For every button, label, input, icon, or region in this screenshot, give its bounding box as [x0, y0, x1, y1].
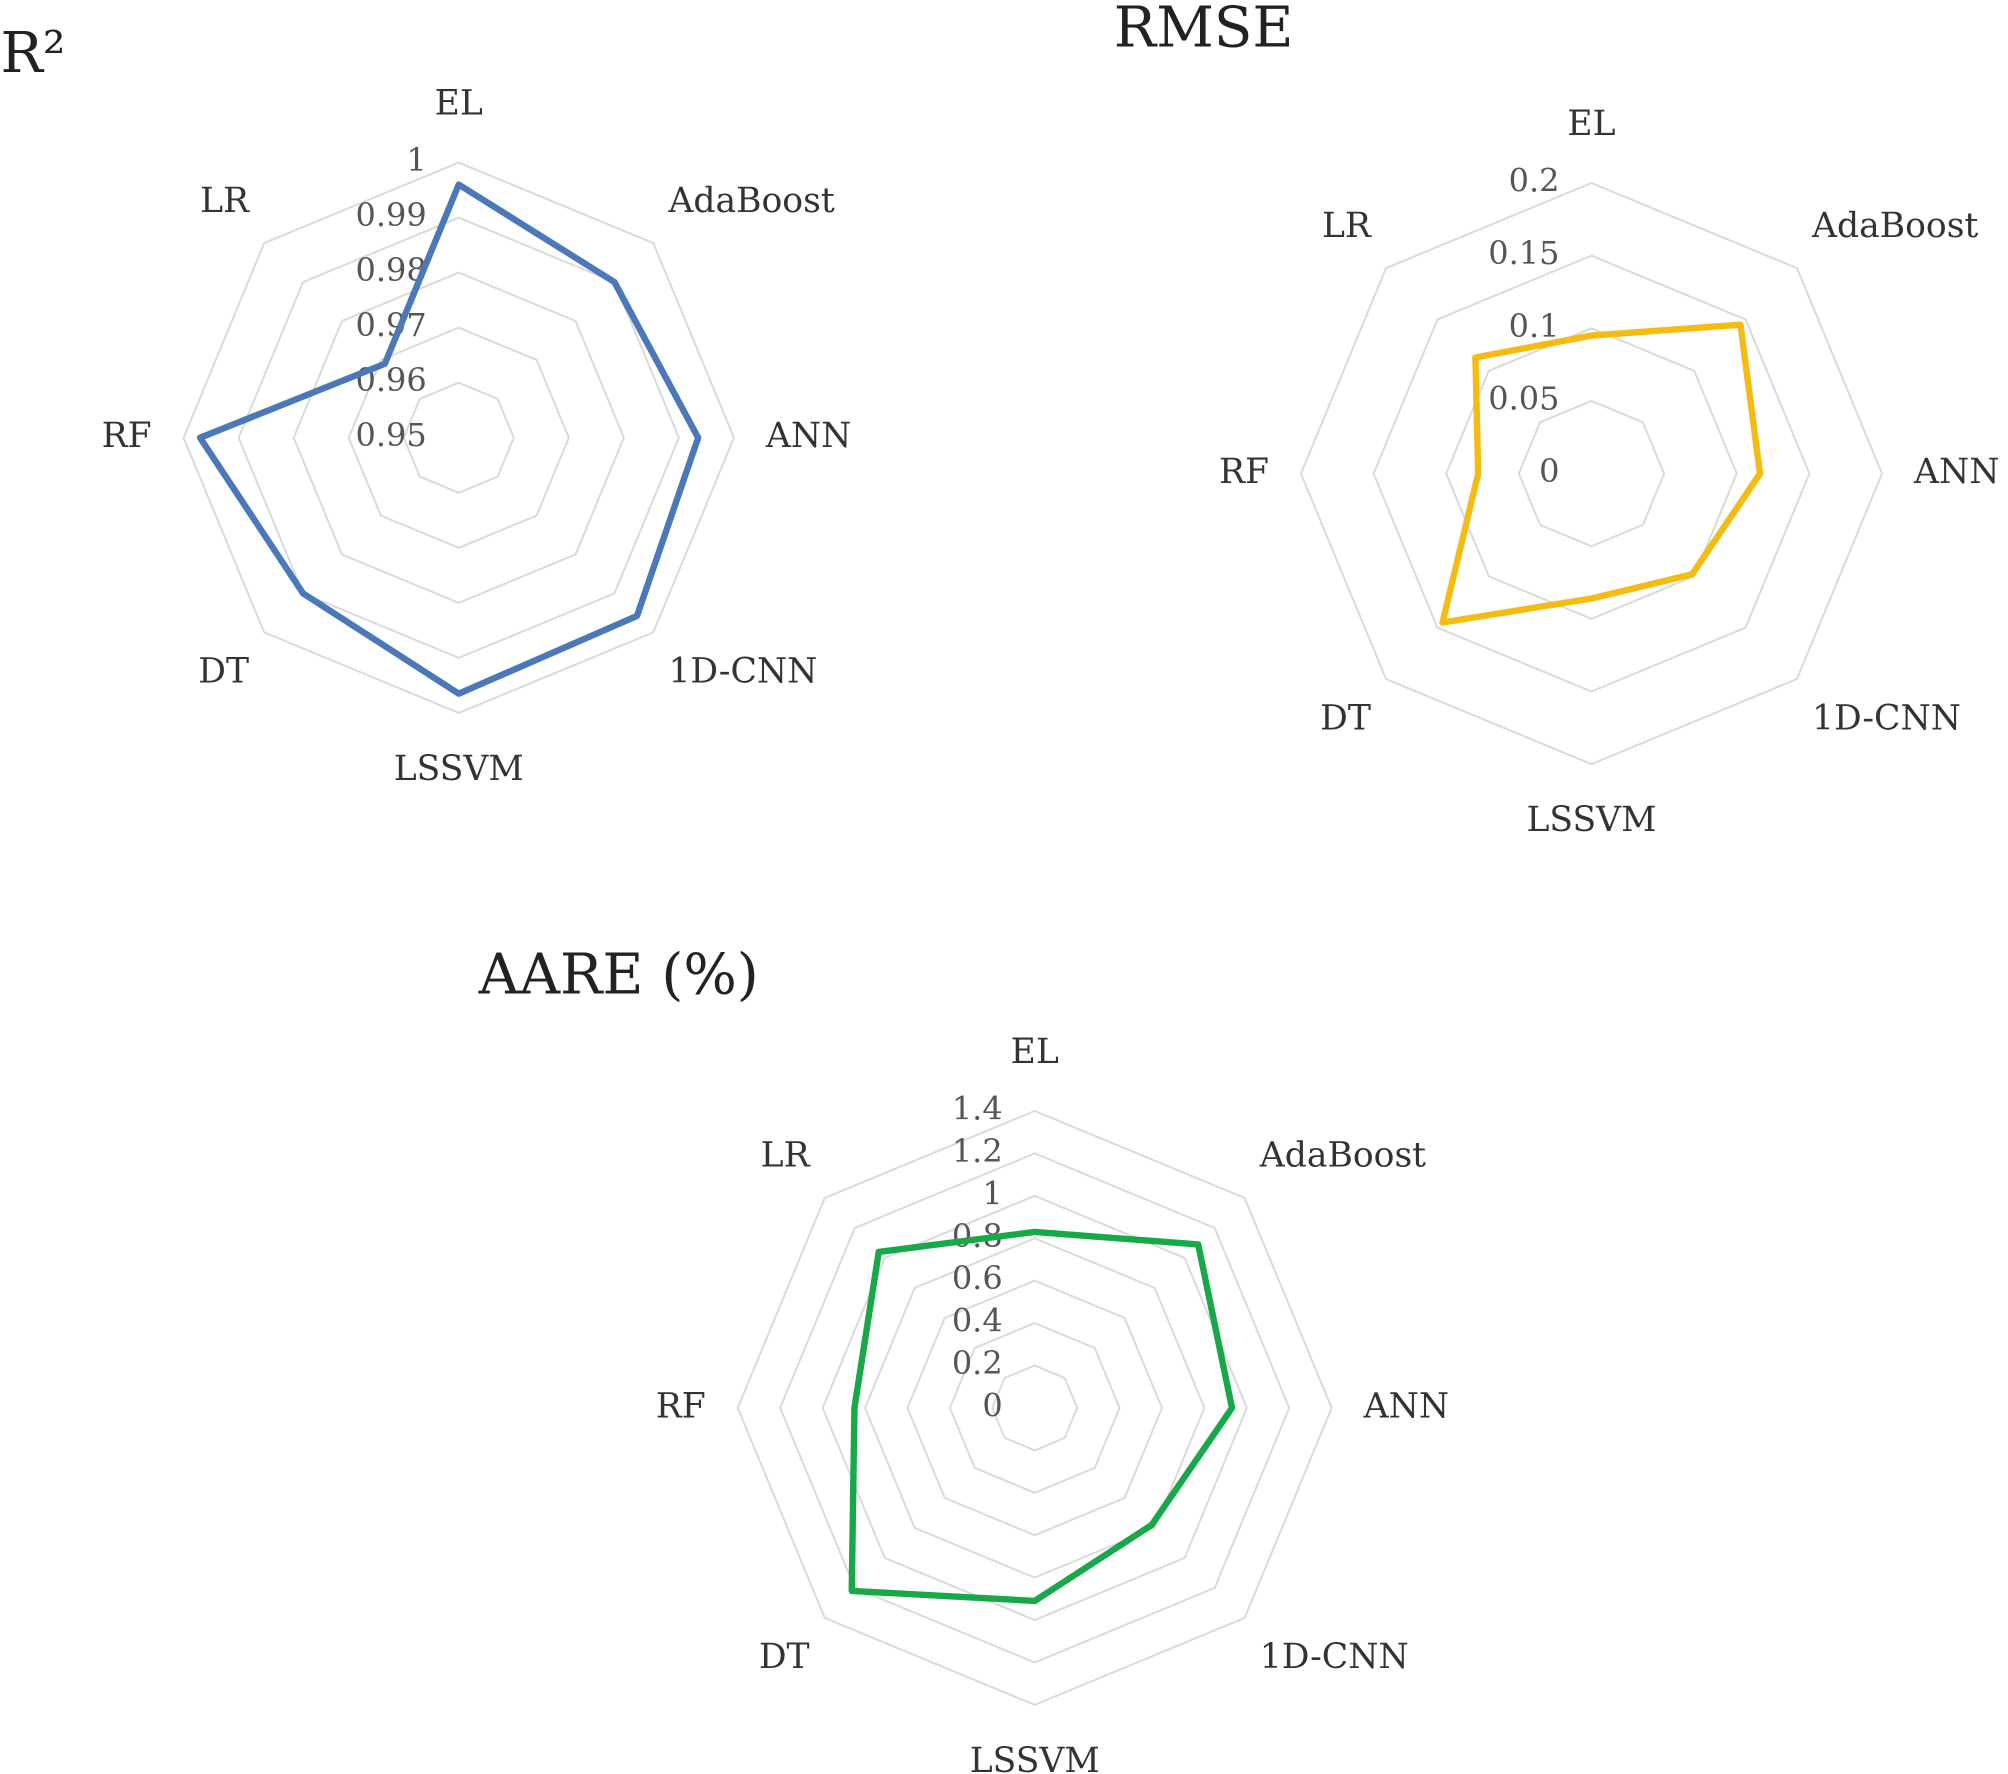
grid-ring — [347, 326, 570, 549]
grid-ring — [863, 1237, 1206, 1579]
r-tick-label: 1 — [406, 141, 426, 179]
category-label: EL — [1567, 104, 1615, 144]
category-label: LR — [200, 181, 250, 221]
category-label: LSSVM — [970, 1741, 1100, 1774]
r-tick-label: 0 — [1539, 452, 1559, 490]
category-label: 1D-CNN — [668, 652, 817, 692]
category-label: EL — [435, 83, 483, 123]
r-tick-label: 0 — [982, 1386, 1002, 1424]
category-label: AdaBoost — [1811, 206, 1978, 246]
grid-ring — [237, 216, 680, 659]
category-label: 1D-CNN — [1812, 698, 1961, 738]
category-label: ANN — [765, 416, 851, 456]
grid-ring — [402, 381, 515, 494]
grid-ring — [736, 1109, 1333, 1706]
r-tick-label: 0.95 — [356, 416, 427, 454]
category-label: LR — [761, 1136, 811, 1176]
category-label: DT — [759, 1637, 810, 1677]
category-label: 1D-CNN — [1260, 1637, 1409, 1677]
category-label: LR — [1322, 206, 1372, 246]
chart-title: RMSE — [1114, 0, 1294, 60]
category-label: DT — [198, 652, 249, 692]
grid-ring — [821, 1194, 1248, 1622]
chart-title: R² — [1, 21, 66, 86]
grid-ring — [1517, 399, 1666, 548]
r-tick-label: 0.96 — [356, 361, 427, 399]
category-label: ANN — [1913, 452, 1999, 492]
grid-ring — [906, 1279, 1164, 1537]
category-label: RF — [102, 416, 152, 456]
r-tick-label: 0.15 — [1488, 234, 1559, 272]
r-tick-label: 0.99 — [356, 196, 427, 234]
category-label: RF — [656, 1386, 706, 1426]
grid-ring — [1372, 254, 1811, 693]
series-line — [196, 181, 702, 697]
series-line — [1439, 321, 1764, 626]
grid-ring — [182, 161, 735, 714]
category-label: AdaBoost — [1259, 1136, 1426, 1176]
r-tick-label: 0.6 — [952, 1259, 1003, 1297]
grid-ring — [1299, 181, 1884, 766]
r-tick-label: 0.05 — [1488, 379, 1559, 417]
category-label: LSSVM — [1526, 800, 1656, 840]
category-label: ANN — [1363, 1386, 1449, 1426]
grid-ring — [948, 1322, 1121, 1494]
r-tick-label: 0.2 — [952, 1344, 1003, 1382]
r-tick-label: 1 — [982, 1174, 1002, 1212]
grid-ring — [779, 1152, 1291, 1664]
grid-ring — [991, 1364, 1079, 1452]
r-tick-label: 1.2 — [952, 1132, 1003, 1170]
category-label: EL — [1011, 1032, 1059, 1072]
r-tick-label: 0.1 — [1509, 307, 1560, 345]
category-label: LSSVM — [394, 749, 524, 789]
series-line — [848, 1228, 1236, 1605]
r-tick-label: 1.4 — [952, 1089, 1003, 1127]
category-label: AdaBoost — [667, 181, 834, 221]
r-tick-label: 0.97 — [356, 306, 427, 344]
r-tick-label: 0.4 — [952, 1302, 1003, 1340]
grid-ring — [292, 271, 625, 604]
chart-title: AARE (%) — [478, 943, 759, 1008]
category-label: RF — [1219, 452, 1269, 492]
r-tick-label: 0.2 — [1509, 162, 1560, 200]
category-label: DT — [1320, 698, 1371, 738]
